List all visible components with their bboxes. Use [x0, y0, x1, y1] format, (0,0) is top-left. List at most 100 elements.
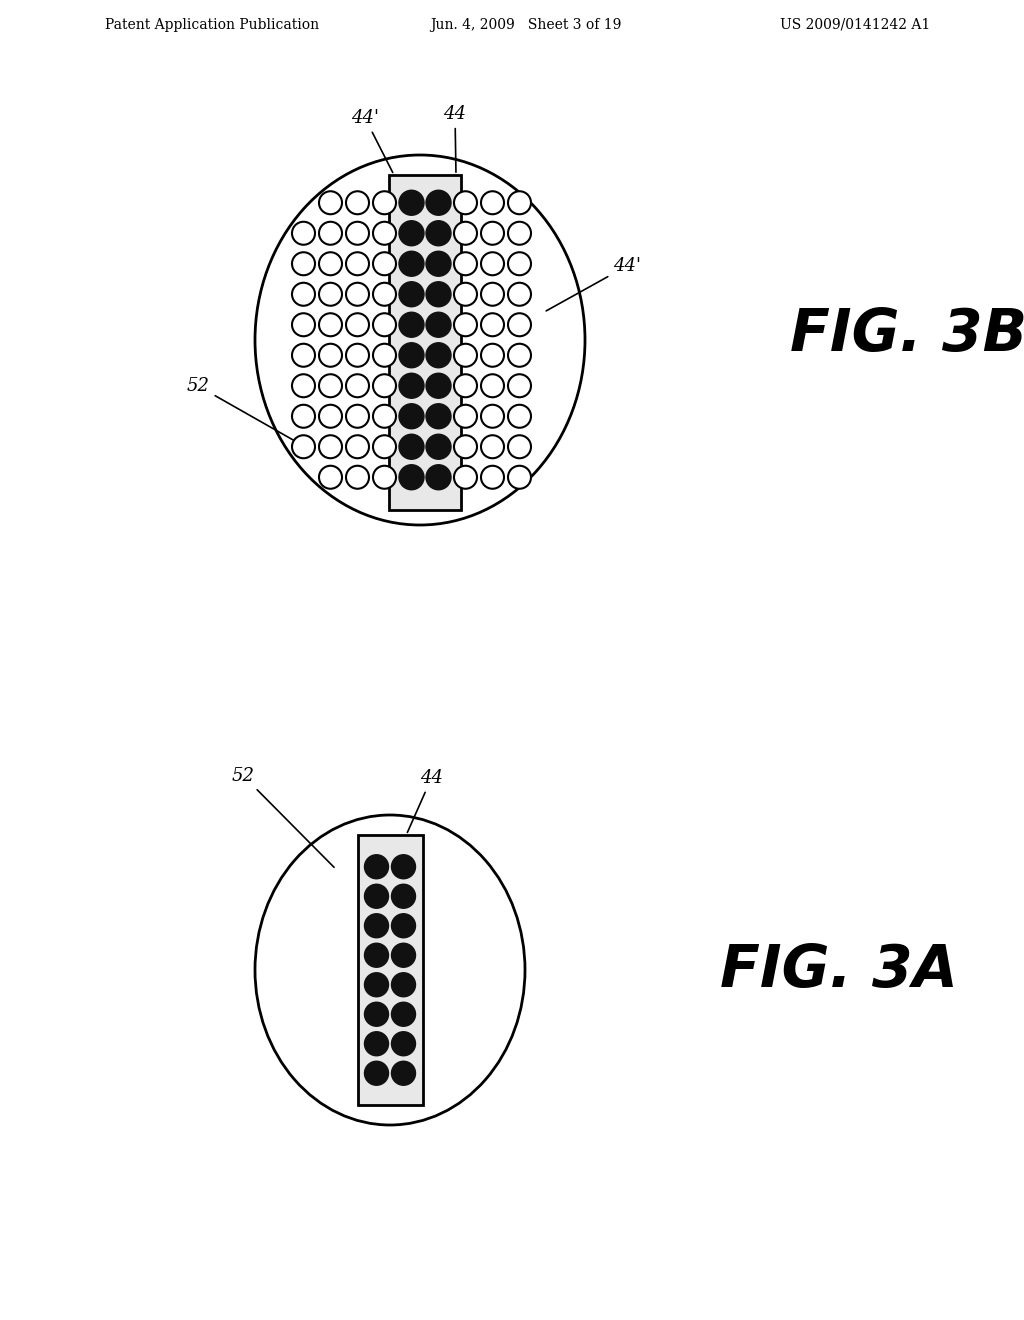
Circle shape — [454, 405, 477, 428]
Text: Patent Application Publication: Patent Application Publication — [105, 18, 319, 32]
Circle shape — [365, 1002, 388, 1026]
Ellipse shape — [255, 154, 585, 525]
Circle shape — [319, 313, 342, 337]
Circle shape — [391, 1061, 416, 1085]
Circle shape — [292, 405, 315, 428]
Circle shape — [373, 191, 396, 214]
Circle shape — [454, 436, 477, 458]
Circle shape — [399, 281, 424, 306]
Circle shape — [346, 222, 369, 244]
Circle shape — [319, 282, 342, 306]
Circle shape — [373, 222, 396, 244]
Circle shape — [365, 973, 388, 997]
Circle shape — [391, 913, 416, 937]
Circle shape — [373, 343, 396, 367]
Circle shape — [373, 313, 396, 337]
Ellipse shape — [255, 814, 525, 1125]
Circle shape — [508, 313, 531, 337]
Circle shape — [365, 913, 388, 937]
Circle shape — [481, 282, 504, 306]
Circle shape — [292, 436, 315, 458]
Text: 44': 44' — [351, 110, 393, 173]
Bar — [389, 176, 461, 510]
Circle shape — [346, 375, 369, 397]
Circle shape — [481, 343, 504, 367]
Circle shape — [373, 466, 396, 488]
Circle shape — [508, 436, 531, 458]
Circle shape — [481, 222, 504, 244]
Circle shape — [426, 434, 451, 459]
Circle shape — [399, 434, 424, 459]
Circle shape — [481, 375, 504, 397]
Circle shape — [346, 343, 369, 367]
Text: 44: 44 — [443, 106, 467, 172]
Bar — [357, 836, 423, 1105]
Circle shape — [319, 436, 342, 458]
Circle shape — [508, 191, 531, 214]
Circle shape — [346, 405, 369, 428]
Circle shape — [426, 190, 451, 215]
Text: 52: 52 — [187, 378, 294, 441]
Circle shape — [399, 220, 424, 246]
Circle shape — [454, 343, 477, 367]
Circle shape — [454, 222, 477, 244]
Circle shape — [508, 343, 531, 367]
Circle shape — [373, 405, 396, 428]
Text: 44: 44 — [408, 770, 443, 833]
Circle shape — [391, 1002, 416, 1026]
Text: Jun. 4, 2009   Sheet 3 of 19: Jun. 4, 2009 Sheet 3 of 19 — [430, 18, 622, 32]
Circle shape — [426, 404, 451, 429]
Circle shape — [481, 405, 504, 428]
Circle shape — [319, 222, 342, 244]
Circle shape — [373, 282, 396, 306]
Circle shape — [508, 466, 531, 488]
Circle shape — [454, 282, 477, 306]
Circle shape — [391, 1032, 416, 1056]
Text: FIG. 3A: FIG. 3A — [720, 941, 957, 998]
Circle shape — [481, 436, 504, 458]
Circle shape — [426, 465, 451, 490]
Circle shape — [346, 252, 369, 276]
Circle shape — [481, 313, 504, 337]
Circle shape — [319, 466, 342, 488]
Circle shape — [454, 252, 477, 276]
Circle shape — [426, 251, 451, 276]
Circle shape — [391, 973, 416, 997]
Circle shape — [319, 191, 342, 214]
Circle shape — [346, 436, 369, 458]
Circle shape — [365, 944, 388, 968]
Circle shape — [426, 343, 451, 368]
Circle shape — [399, 374, 424, 399]
Circle shape — [426, 313, 451, 337]
Circle shape — [399, 404, 424, 429]
Circle shape — [481, 252, 504, 276]
Circle shape — [365, 884, 388, 908]
Circle shape — [454, 466, 477, 488]
Circle shape — [365, 1032, 388, 1056]
Circle shape — [399, 313, 424, 337]
Circle shape — [346, 282, 369, 306]
Circle shape — [391, 944, 416, 968]
Circle shape — [373, 375, 396, 397]
Circle shape — [346, 466, 369, 488]
Circle shape — [426, 374, 451, 399]
Circle shape — [454, 313, 477, 337]
Circle shape — [319, 375, 342, 397]
Circle shape — [508, 222, 531, 244]
Circle shape — [508, 252, 531, 276]
Circle shape — [391, 855, 416, 879]
Circle shape — [292, 313, 315, 337]
Text: 44': 44' — [546, 257, 641, 312]
Circle shape — [481, 191, 504, 214]
Text: 52: 52 — [232, 767, 334, 867]
Circle shape — [454, 191, 477, 214]
Circle shape — [454, 375, 477, 397]
Circle shape — [391, 884, 416, 908]
Circle shape — [426, 281, 451, 306]
Circle shape — [508, 375, 531, 397]
Circle shape — [365, 1061, 388, 1085]
Circle shape — [399, 190, 424, 215]
Circle shape — [319, 405, 342, 428]
Circle shape — [292, 343, 315, 367]
Circle shape — [346, 313, 369, 337]
